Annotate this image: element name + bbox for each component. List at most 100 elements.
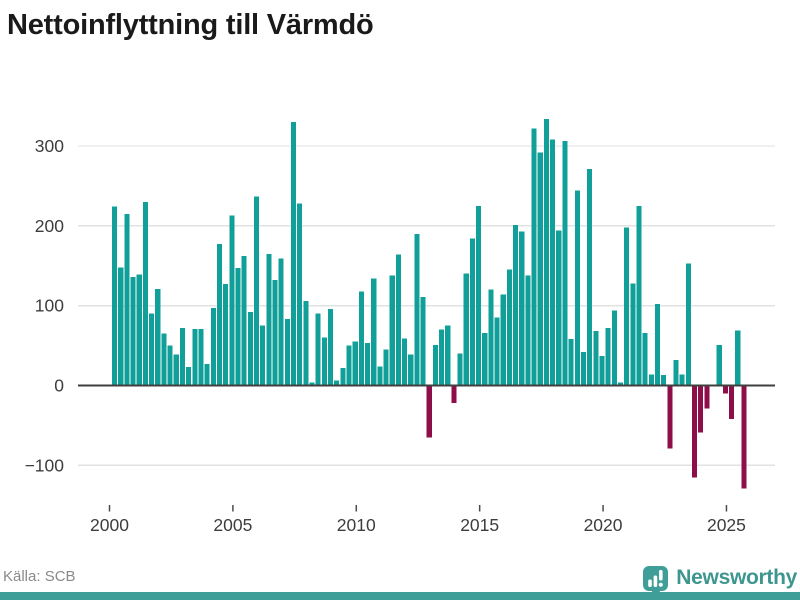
bar-2004-Q3 <box>223 284 229 386</box>
bar-2016-Q3 <box>519 231 525 386</box>
source-label: Källa: SCB <box>3 568 76 585</box>
bar-2021-Q3 <box>642 332 648 386</box>
bar-2014-Q2 <box>463 273 469 386</box>
bar-2005-Q4 <box>253 196 260 386</box>
bar-2009-Q1 <box>334 380 340 386</box>
bar-2017-Q4 <box>550 139 556 386</box>
bar-2010-Q4 <box>377 366 383 386</box>
bar-2006-Q3 <box>272 280 278 386</box>
x-axis-label: 2020 <box>584 515 623 535</box>
bar-2001-Q1 <box>136 274 142 386</box>
bar-2014-Q1 <box>457 353 463 386</box>
bar-2025-Q3 <box>741 385 747 489</box>
bar-2004-Q4 <box>229 215 235 386</box>
bar-2013-Q3 <box>445 325 451 386</box>
bar-2008-Q2 <box>315 313 321 386</box>
bar-2018-Q1 <box>556 230 562 386</box>
bar-2017-Q2 <box>537 152 543 386</box>
bar-2022-Q3 <box>667 385 673 449</box>
bar-2020-Q2 <box>611 310 617 386</box>
bar-2012-Q4 <box>426 385 432 438</box>
bar-2011-Q1 <box>383 349 389 386</box>
x-axis-label: 2005 <box>213 515 252 535</box>
newsworthy-logo: Newsworthy <box>642 562 797 600</box>
bar-2019-Q1 <box>580 351 587 386</box>
bar-2019-Q3 <box>593 331 599 386</box>
bar-2005-Q1 <box>235 268 241 386</box>
bar-2024-Q4 <box>722 385 728 394</box>
bar-2004-Q1 <box>210 308 216 386</box>
bar-2018-Q3 <box>568 339 574 386</box>
bar-2017-Q1 <box>531 128 537 386</box>
chart-title: Nettoinflyttning till Värmdö <box>7 9 374 41</box>
bar-2006-Q1 <box>260 325 266 386</box>
y-axis-label: 300 <box>35 136 64 156</box>
bar-2022-Q2 <box>661 375 667 386</box>
x-axis-label: 2010 <box>337 515 376 535</box>
bar-2001-Q4 <box>155 288 161 386</box>
bar-2011-Q2 <box>389 275 395 386</box>
bar-2008-Q3 <box>321 337 327 386</box>
newsworthy-wordmark: Newsworthy <box>676 566 797 589</box>
bar-2023-Q4 <box>698 385 704 433</box>
bar-2007-Q4 <box>303 300 309 386</box>
bar-2017-Q3 <box>543 118 550 386</box>
bar-2007-Q3 <box>297 203 303 386</box>
bar-2016-Q4 <box>525 275 531 386</box>
bar-2021-Q2 <box>636 205 642 386</box>
bar-2018-Q4 <box>574 190 580 386</box>
bar-2003-Q3 <box>198 328 204 386</box>
bar-2014-Q3 <box>469 238 475 386</box>
bar-2019-Q4 <box>599 355 605 386</box>
bar-2023-Q1 <box>679 374 685 386</box>
x-axis-label: 2025 <box>707 515 746 535</box>
bar-2009-Q3 <box>346 345 352 386</box>
bar-2002-Q4 <box>179 328 186 386</box>
x-axis-label: 2000 <box>90 515 129 535</box>
bar-2004-Q2 <box>216 244 223 386</box>
bar-2007-Q2 <box>290 122 297 386</box>
plot: 300 200 100 0 −100 2000 2005 2010 2015 2020 2025 <box>25 118 775 535</box>
bar-2013-Q4 <box>451 385 457 404</box>
bar-2020-Q1 <box>605 328 611 386</box>
bar-2018-Q2 <box>562 141 568 386</box>
bar-2003-Q1 <box>186 367 192 386</box>
bar-2009-Q4 <box>352 341 358 386</box>
bar-2001-Q2 <box>142 201 148 386</box>
bar-2007-Q1 <box>284 319 290 386</box>
bar-2010-Q2 <box>364 343 371 386</box>
bar-2015-Q1 <box>482 332 488 386</box>
bar-2001-Q3 <box>149 313 155 386</box>
bar-2015-Q3 <box>494 317 500 386</box>
bar-2016-Q1 <box>506 269 512 386</box>
bar-2019-Q2 <box>587 169 593 386</box>
bar-2010-Q1 <box>358 291 364 386</box>
bar-2000-Q2 <box>118 267 124 386</box>
bar-2021-Q4 <box>648 374 654 386</box>
bar-2024-Q3 <box>716 344 722 386</box>
bar-2002-Q2 <box>167 345 173 386</box>
y-axis-label: −100 <box>25 455 65 475</box>
newsworthy-icon <box>643 566 669 598</box>
bar-2020-Q3 <box>617 382 624 386</box>
bar-2011-Q3 <box>395 254 401 386</box>
bar-2010-Q3 <box>371 278 377 386</box>
bar-2006-Q2 <box>266 253 272 386</box>
bar-2008-Q4 <box>327 308 334 386</box>
bar-2021-Q1 <box>630 283 636 386</box>
bar-2009-Q2 <box>340 367 346 386</box>
y-axis-label: 200 <box>35 216 64 236</box>
x-axis-label: 2015 <box>460 515 499 535</box>
bar-2012-Q2 <box>414 233 420 386</box>
bar-2022-Q4 <box>673 359 679 386</box>
bar-2002-Q1 <box>161 333 167 386</box>
bar-2020-Q4 <box>624 227 630 386</box>
bar-2002-Q3 <box>173 354 179 386</box>
bar-2000-Q4 <box>130 276 136 386</box>
bar-2023-Q3 <box>691 385 698 478</box>
bar-2000-Q3 <box>124 213 130 386</box>
bar-2008-Q1 <box>309 382 315 386</box>
y-axis-label: 100 <box>35 296 64 316</box>
bar-2022-Q1 <box>654 304 661 386</box>
